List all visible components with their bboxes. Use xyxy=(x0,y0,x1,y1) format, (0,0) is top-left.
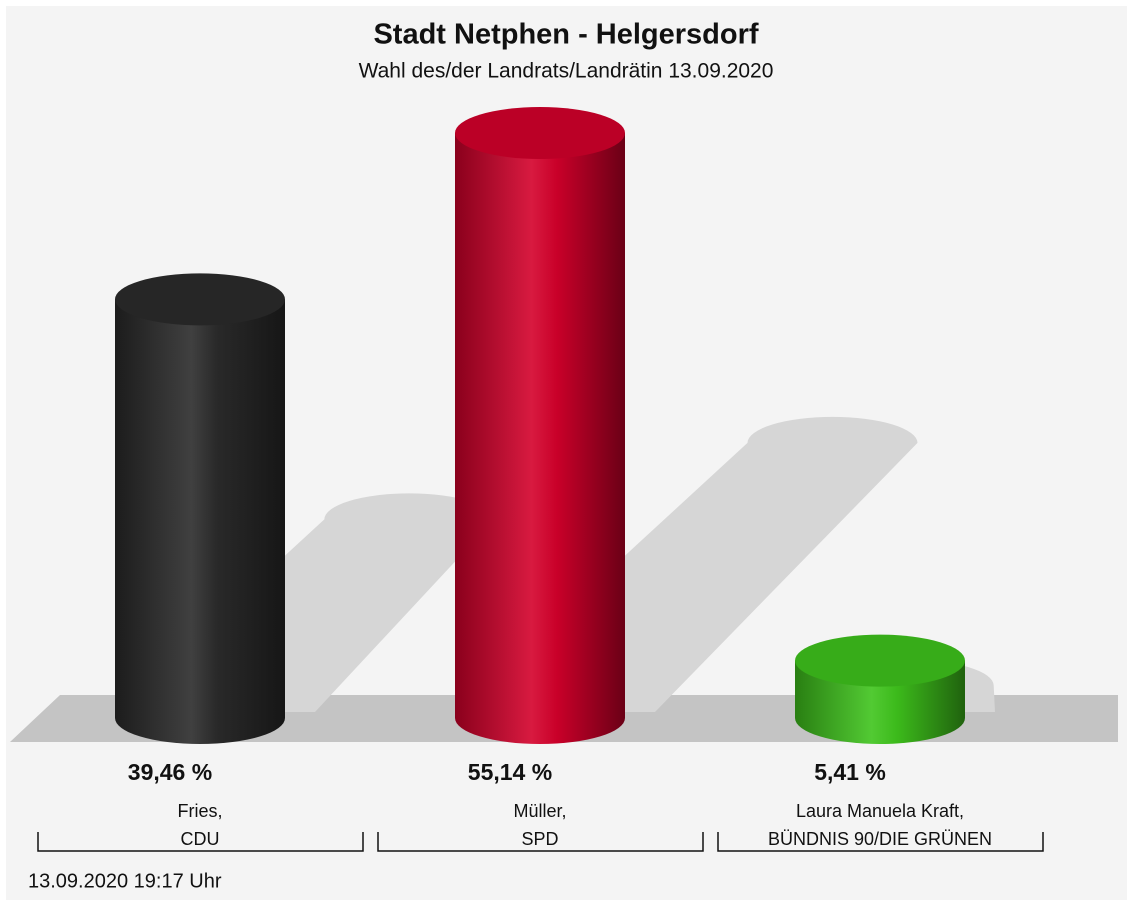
x-tick-label: Müller, xyxy=(513,801,566,821)
category-bracket xyxy=(717,832,1044,852)
bar xyxy=(115,299,285,744)
value-label: 55,14 % xyxy=(468,759,552,785)
x-tick-label: BÜNDNIS 90/DIE GRÜNEN xyxy=(768,829,992,849)
chart-title: Stadt Netphen - Helgersdorf xyxy=(373,19,758,51)
category-bracket xyxy=(377,832,704,852)
x-tick-label: Fries, xyxy=(178,801,223,821)
category-bracket xyxy=(37,832,364,852)
footer: 13.09.2020 19:17 Uhr xyxy=(28,870,222,892)
bar xyxy=(455,133,625,744)
x-tick-label: SPD xyxy=(521,829,558,849)
chart-subtitle: Wahl des/der Landrats/Landrätin 13.09.20… xyxy=(359,60,774,83)
bar-top xyxy=(115,273,285,326)
bar-top xyxy=(455,107,625,159)
x-tick-label: Laura Manuela Kraft, xyxy=(796,801,964,821)
bar-top xyxy=(795,634,965,687)
value-label: 5,41 % xyxy=(814,759,886,785)
bars xyxy=(115,107,965,744)
x-tick-label: CDU xyxy=(181,829,220,849)
value-label: 39,46 % xyxy=(128,759,212,785)
